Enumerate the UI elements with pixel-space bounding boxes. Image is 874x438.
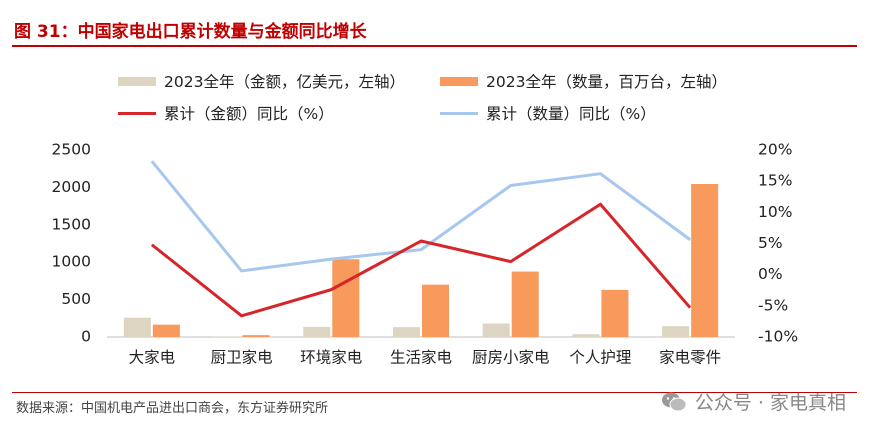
x-tick-label: 家电零件: [659, 349, 721, 367]
title-divider: [12, 45, 857, 47]
x-tick-label: 个人护理: [569, 349, 631, 367]
line-quantity-yoy: [150, 160, 692, 273]
y-left-tick-label: 2000: [52, 178, 91, 196]
y-right-tick-label: 20%: [758, 141, 792, 159]
y-right-tick-label: 5%: [758, 234, 783, 252]
legend-swatch-line-amount: [118, 111, 156, 115]
bar-quantity: [511, 271, 539, 337]
y-left-tick-label: 2500: [52, 141, 91, 159]
legend-swatch-line-qty: [440, 111, 478, 115]
bar-amount: [213, 336, 241, 337]
legend-label-line-qty: 累计（数量）同比（%）: [486, 105, 656, 123]
bar-amount: [662, 326, 690, 337]
legend-item-line-qty: 累计（数量）同比（%）: [440, 102, 656, 124]
y-left-tick-label: 1000: [52, 253, 91, 271]
chart-plot: 0 500 1000 1500 2000 2500 -10% -5% 0% 5% 10% 15% 20%…: [52, 141, 799, 367]
line-amount-yoy: [150, 202, 692, 318]
watermark: 公众号 · 家电真相: [661, 388, 846, 415]
x-tick-label: 厨房小家电: [472, 349, 550, 367]
y-right-tick-label: -5%: [758, 296, 788, 314]
y-right-tick-label: 15%: [758, 172, 792, 190]
title-bar: 图 31：中国家电出口累计数量与金额同比增长: [0, 0, 874, 47]
x-tick-label: 生活家电: [390, 349, 452, 367]
legend-item-bar-amount: 2023全年（金额，亿美元，左轴）: [118, 70, 405, 92]
legend-swatch-bar-amount: [118, 76, 156, 86]
legend-item-bar-qty: 2023全年（数量，百万台，左轴）: [440, 70, 727, 92]
legend-item-line-amount: 累计（金额）同比（%）: [118, 102, 334, 124]
y-right-tick-label: -10%: [758, 328, 798, 346]
x-tick-label: 环境家电: [300, 348, 362, 367]
chart-title: 图 31：中国家电出口累计数量与金额同比增长: [14, 22, 367, 42]
y-left-tick-label: 1500: [52, 215, 91, 233]
footer-divider: [12, 392, 857, 393]
bar-quantity: [601, 289, 629, 337]
bar-quantity: [422, 284, 449, 337]
y-left-tick-label: 500: [61, 290, 91, 308]
y-right-tick-label: 0%: [758, 265, 783, 283]
x-tick-label: 厨卫家电: [211, 349, 273, 367]
source-note: 数据来源：中国机电产品进出口商会，东方证券研究所: [16, 401, 329, 416]
y-left-tick-label: 0: [81, 328, 91, 346]
bar-amount: [123, 317, 151, 337]
y-right-tick-label: 10%: [758, 203, 792, 221]
bar-quantity: [152, 324, 180, 337]
bar-amount: [572, 334, 600, 337]
legend-label-bar-qty: 2023全年（数量，百万台，左轴）: [486, 73, 727, 91]
watermark-text: 公众号 · 家电真相: [694, 392, 846, 414]
chart-legend: 2023全年（金额，亿美元，左轴） 2023全年（数量，百万台，左轴） 累计（金…: [0, 64, 874, 134]
legend-label-line-amount: 累计（金额）同比（%）: [164, 105, 334, 123]
bar-quantity: [242, 335, 270, 337]
x-tick-label: 大家电: [129, 349, 176, 367]
legend-label-bar-amount: 2023全年（金额，亿美元，左轴）: [164, 73, 405, 91]
bar-amount: [303, 326, 331, 337]
bar-quantity: [332, 259, 360, 337]
bar-amount: [482, 323, 510, 337]
wechat-icon: [661, 392, 687, 411]
bar-amount: [393, 327, 420, 337]
legend-swatch-bar-qty: [440, 76, 478, 86]
bar-quantity: [691, 184, 719, 337]
